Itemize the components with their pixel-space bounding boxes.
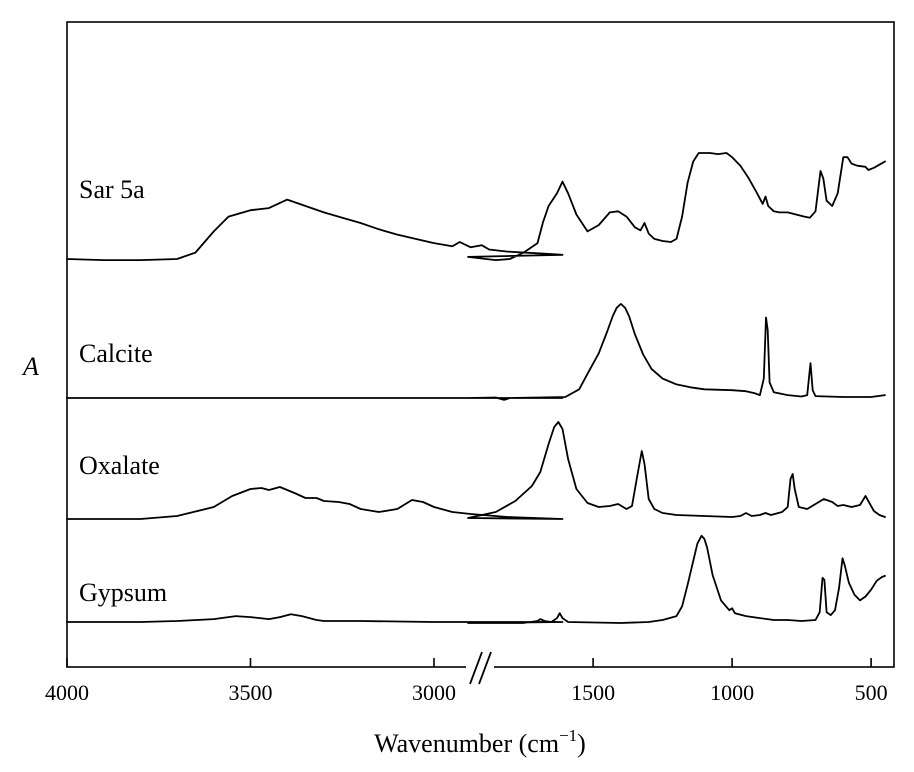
x-axis-ticks — [66, 658, 872, 667]
x-tick-label-1000: 1000 — [710, 680, 754, 705]
series-label-gypsum: Gypsum — [79, 578, 167, 607]
plot-frame — [66, 21, 895, 668]
series-labels: Sar 5a Calcite Oxalate Gypsum — [79, 175, 167, 607]
x-axis-title: Wavenumber (cm−1) — [374, 726, 586, 758]
series-line-calcite — [66, 303, 886, 401]
series-line-oxalate — [66, 421, 886, 520]
series-label-calcite: Calcite — [79, 339, 153, 368]
series-line-sar-5a — [66, 152, 886, 261]
x-tick-label-4000: 4000 — [45, 680, 89, 705]
x-tick-label-500: 500 — [855, 680, 888, 705]
x-tick-label-3500: 3500 — [229, 680, 273, 705]
series-label-sar-5a: Sar 5a — [79, 175, 145, 204]
x-tick-label-3000: 3000 — [412, 680, 456, 705]
axis-break-mark — [466, 651, 494, 685]
y-axis-title: A — [21, 352, 39, 381]
x-axis-tick-labels: 4000 3500 3000 1500 1000 500 — [45, 680, 888, 705]
series-line-gypsum — [66, 534, 886, 624]
series-traces — [66, 152, 886, 624]
x-tick-label-1500: 1500 — [571, 680, 615, 705]
series-label-oxalate: Oxalate — [79, 451, 160, 480]
